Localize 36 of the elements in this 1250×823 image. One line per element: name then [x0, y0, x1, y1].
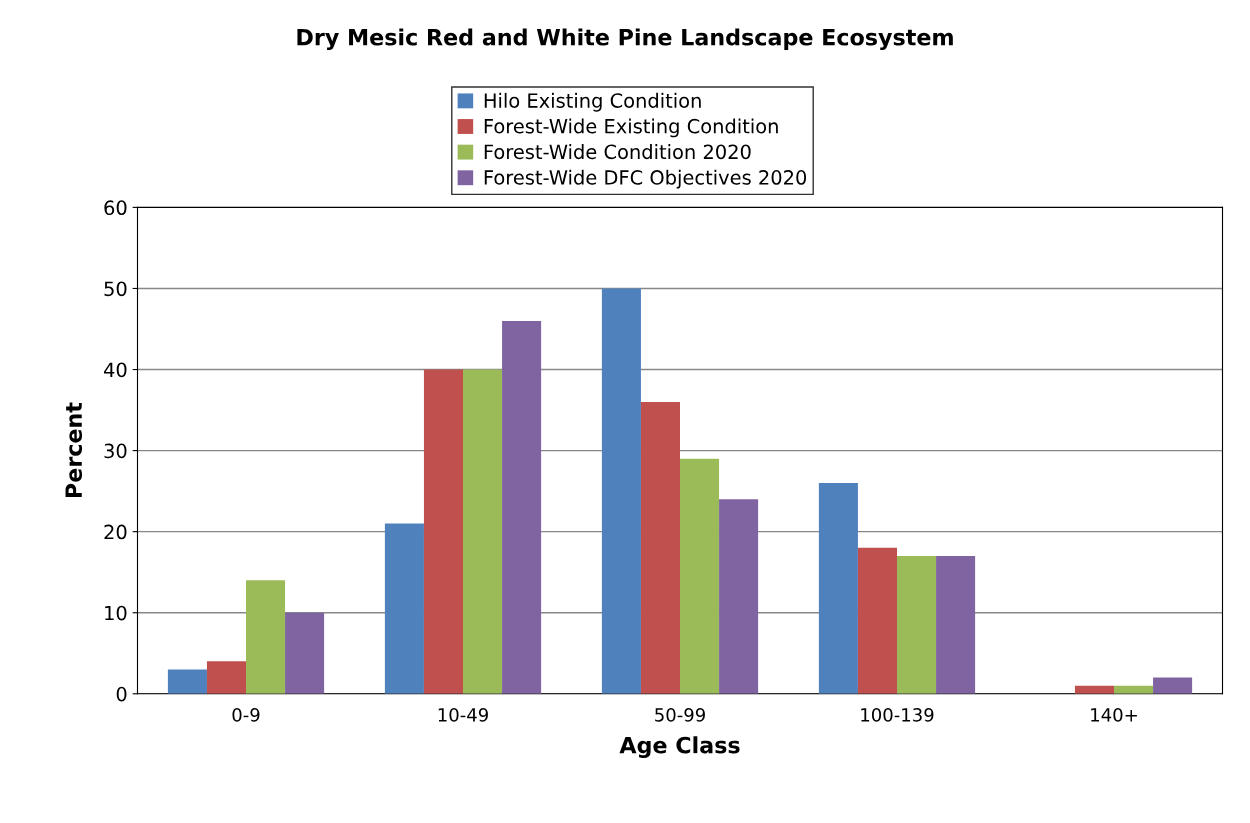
bar: [246, 580, 286, 694]
bar: [818, 483, 858, 694]
bar: [463, 369, 503, 694]
x-tick-label: 100-139: [861, 708, 934, 722]
x-tick-label: 140+: [1091, 708, 1137, 722]
bar: [206, 661, 246, 694]
bar: [936, 555, 976, 694]
y-tick-label: 30: [104, 443, 127, 459]
legend-label: Forest-Wide DFC Objectives 2020: [484, 169, 807, 189]
bar: [601, 288, 641, 694]
chart-title: Dry Mesic Red and White Pine Landscape Ecosystem: [297, 28, 953, 51]
x-tick-label: 0-9: [232, 708, 260, 722]
bar: [384, 523, 424, 694]
bar: [897, 555, 937, 694]
bar: [167, 669, 207, 694]
bar: [1153, 677, 1193, 694]
bar: [285, 612, 325, 694]
legend-label: Forest-Wide Existing Condition: [484, 118, 778, 138]
bar: [423, 369, 463, 694]
y-tick-label: 40: [103, 362, 127, 378]
bar: [719, 499, 759, 694]
y-tick-label: 0: [116, 686, 127, 702]
legend-label: Hilo Existing Condition: [484, 92, 701, 112]
bar: [680, 458, 720, 694]
x-axis-title: Age Class: [619, 736, 740, 758]
y-axis-title: Percent: [65, 402, 83, 498]
y-tick-label: 20: [104, 524, 127, 540]
bar: [857, 547, 897, 694]
y-tick-label: 50: [104, 281, 127, 297]
bar: [502, 320, 542, 694]
y-tick-label: 10: [105, 605, 127, 621]
bar: [640, 401, 680, 694]
y-tick-label: 60: [104, 200, 127, 216]
x-tick-label: 50-99: [655, 708, 705, 722]
x-tick-label: 10-49: [438, 708, 488, 722]
legend-label: Forest-Wide Condition 2020: [484, 144, 751, 160]
